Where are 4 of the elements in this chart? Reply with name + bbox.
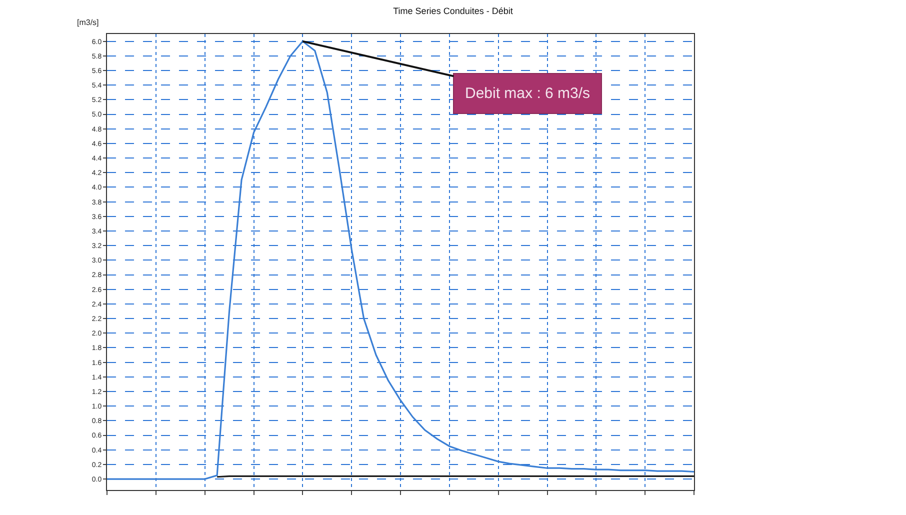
y-axis-title: [m3/s]: [77, 18, 99, 27]
annotation: Debit max : 6 m3/s: [465, 85, 590, 102]
chart-title: Time Series Conduites - Débit: [393, 6, 514, 16]
line-series: [107, 40, 694, 480]
